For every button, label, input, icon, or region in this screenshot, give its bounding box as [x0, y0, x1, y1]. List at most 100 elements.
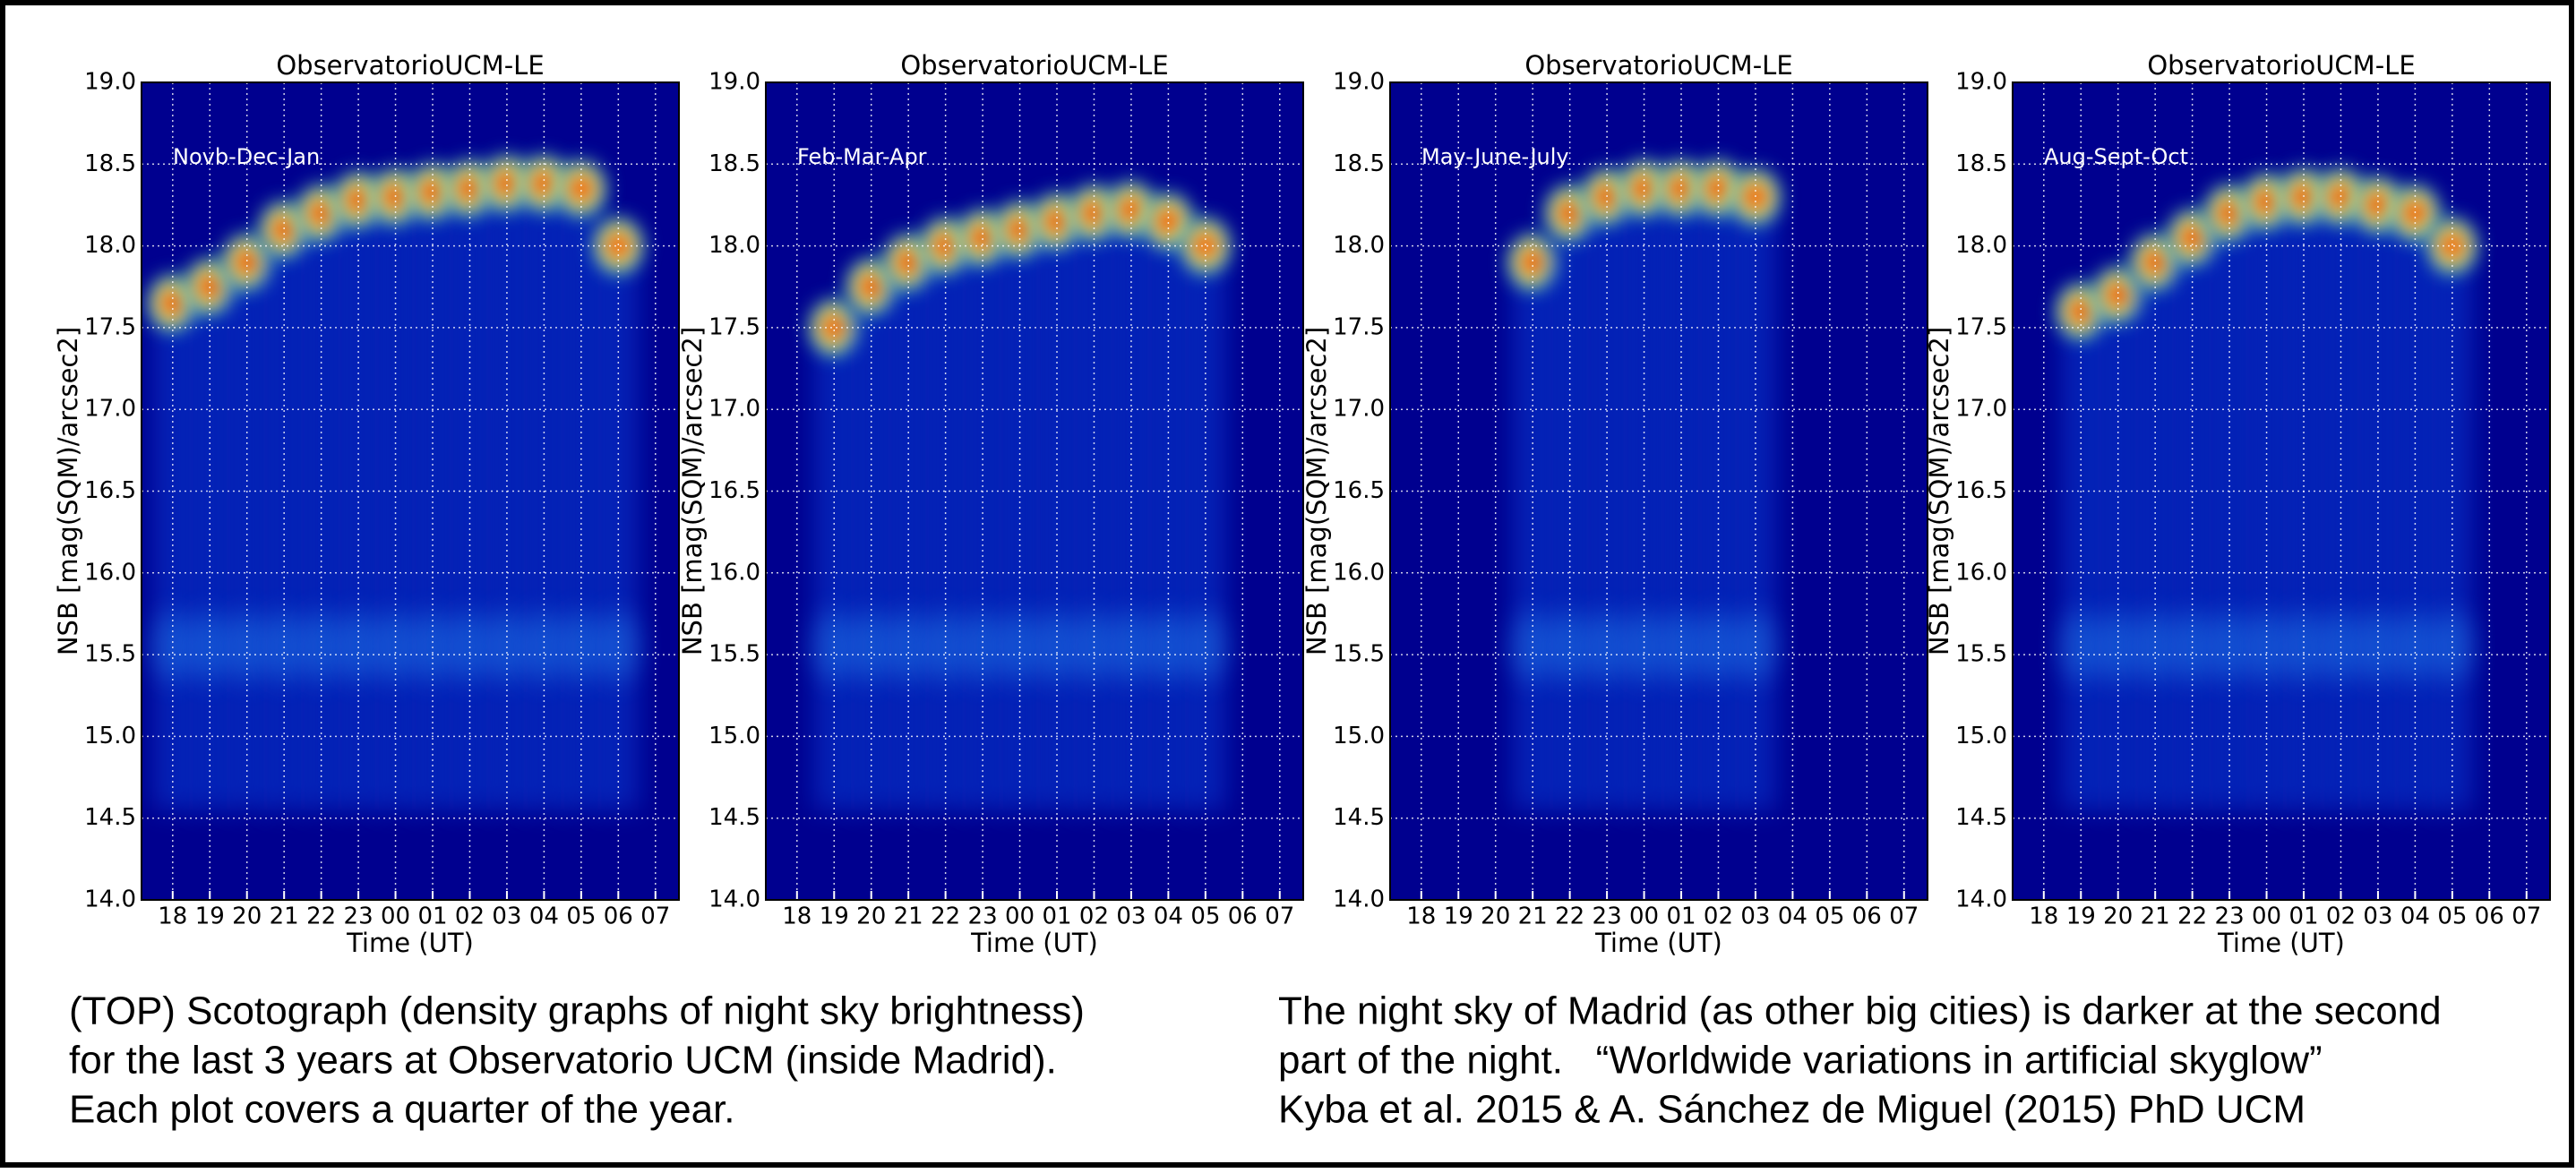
chart-title: ObservatorioUCM-LE: [276, 50, 544, 81]
x-tick-label: 21: [270, 903, 299, 930]
y-tick-label: 19.0: [84, 69, 136, 96]
density-tail: [2097, 295, 2139, 810]
annotation: Novb-Dec-Jan: [173, 144, 320, 169]
y-tick-label: 18.0: [1333, 232, 1385, 259]
density-ridge: [1178, 215, 1232, 277]
plot-border: [765, 81, 1304, 901]
density-low-band: [2245, 610, 2288, 682]
density-low-band: [1585, 610, 1629, 682]
y-tick-label: 16.0: [1955, 559, 2007, 586]
x-tick-label: 19: [820, 903, 849, 930]
x-tick-label: 04: [1778, 903, 1807, 930]
density-tail: [226, 261, 268, 810]
density-low-band: [849, 610, 893, 682]
x-tick-label: 07: [640, 903, 670, 930]
x-tick-label: 20: [1481, 903, 1510, 930]
density-low-band: [448, 610, 492, 682]
x-tick-label: 02: [1079, 903, 1109, 930]
density-tail: [813, 327, 855, 810]
x-tick-label: 23: [968, 903, 998, 930]
caption-line: (TOP) Scotograph (density graphs of nigh…: [69, 989, 1085, 1033]
density-column: [1542, 183, 1597, 810]
density-layer: [807, 179, 1232, 810]
density-low-band: [485, 610, 528, 682]
density-low-band: [1072, 610, 1116, 682]
x-tick-label: 19: [2066, 903, 2096, 930]
x-tick-label: 07: [2512, 903, 2541, 930]
y-tick-label: 19.0: [708, 69, 760, 96]
y-tick-label: 18.5: [84, 150, 136, 177]
x-tick-label: 21: [1518, 903, 1548, 930]
x-tick-label: 20: [232, 903, 262, 930]
density-ridge: [479, 153, 534, 215]
density-low-band: [337, 610, 381, 682]
density-column: [294, 183, 348, 810]
density-column: [331, 169, 386, 810]
density-low-band: [961, 610, 1005, 682]
chart-title: ObservatorioUCM-LE: [900, 50, 1168, 81]
x-axis-label: Time (UT): [346, 928, 474, 958]
y-tick-label: 17.5: [1333, 313, 1385, 340]
y-tick-label: 14.5: [84, 804, 136, 831]
y-tick-label: 14.5: [708, 804, 760, 831]
density-column: [219, 231, 274, 810]
density-tail: [1512, 261, 1553, 810]
density-tail: [263, 229, 305, 810]
x-tick-label: 04: [1154, 903, 1183, 930]
density-column: [918, 215, 973, 810]
plot-border: [141, 81, 680, 901]
density-low-band: [812, 610, 856, 682]
x-tick-label: 18: [1406, 903, 1436, 930]
x-tick-label: 00: [1629, 903, 1659, 930]
density-low-band: [2059, 610, 2103, 682]
caption-line: Kyba et al. 2015 & A. Sánchez de Miguel …: [1278, 1088, 2306, 1132]
y-tick-label: 18.5: [708, 150, 760, 177]
caption-line: Each plot covers a quarter of the year.: [69, 1088, 735, 1132]
x-tick-label: 23: [2215, 903, 2245, 930]
density-column: [2277, 166, 2331, 810]
x-tick-label: 05: [566, 903, 596, 930]
density-ridge: [2425, 215, 2479, 277]
chart-title: ObservatorioUCM-LE: [1524, 50, 1792, 81]
density-ridge: [2388, 183, 2443, 244]
density-low-band: [597, 610, 640, 682]
y-tick-label: 18.0: [708, 232, 760, 259]
density-low-band: [1733, 610, 1777, 682]
density-column: [1580, 166, 1635, 810]
x-tick-label: 19: [1444, 903, 1473, 930]
density-low-band: [1035, 610, 1079, 682]
y-tick-label: 14.0: [1955, 886, 2007, 913]
density-ridge: [1506, 231, 1560, 293]
density-ridge: [807, 296, 862, 358]
caption-line: The night sky of Madrid (as other big ci…: [1278, 989, 2442, 1033]
density-low-band: [2393, 610, 2437, 682]
density-low-band: [2170, 610, 2214, 682]
x-tick-label: 01: [1666, 903, 1696, 930]
density-low-band: [998, 610, 1042, 682]
x-tick-label: 20: [856, 903, 886, 930]
annotation: Aug-Sept-Oct: [2044, 144, 2188, 169]
density-ridge: [554, 158, 608, 219]
y-tick-label: 15.0: [1333, 723, 1385, 749]
y-tick-label: 14.5: [1955, 804, 2007, 831]
density-low-band: [1548, 610, 1592, 682]
x-tick-label: 03: [2363, 903, 2392, 930]
density-tail: [1549, 213, 1591, 810]
x-tick-label: 03: [1116, 903, 1146, 930]
y-tick-label: 16.5: [84, 477, 136, 504]
density-column: [807, 296, 862, 810]
density-low-band: [2134, 610, 2177, 682]
x-tick-label: 06: [604, 903, 633, 930]
density-low-band: [1660, 610, 1704, 682]
x-tick-label: 02: [1704, 903, 1733, 930]
x-tick-label: 02: [2326, 903, 2356, 930]
density-tail: [888, 261, 929, 810]
density-tail: [2134, 261, 2176, 810]
density-low-band: [262, 610, 306, 682]
density-low-band: [2430, 610, 2474, 682]
x-tick-label: 03: [492, 903, 521, 930]
x-tick-label: 00: [381, 903, 410, 930]
x-tick-label: 18: [2029, 903, 2058, 930]
plot-border: [2012, 81, 2551, 901]
